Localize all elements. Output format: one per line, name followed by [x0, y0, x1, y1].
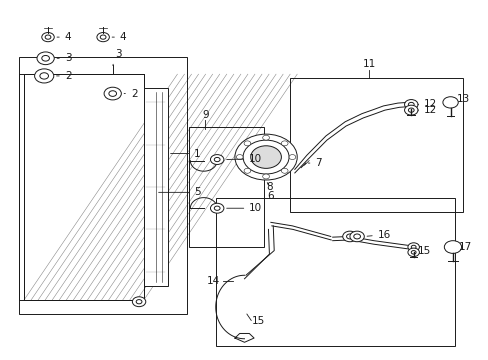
Text: 7: 7 — [307, 158, 322, 168]
Circle shape — [35, 69, 54, 83]
Circle shape — [288, 154, 295, 159]
Circle shape — [234, 134, 297, 180]
Circle shape — [243, 140, 288, 174]
Text: 2: 2 — [57, 71, 71, 81]
Circle shape — [442, 97, 457, 108]
Text: 6: 6 — [267, 183, 274, 201]
Circle shape — [214, 206, 220, 210]
Circle shape — [214, 157, 220, 162]
Bar — [24, 74, 143, 300]
Bar — [24, 74, 143, 300]
Text: 17: 17 — [458, 242, 471, 252]
Circle shape — [109, 91, 116, 96]
Circle shape — [236, 154, 243, 159]
Text: 10: 10 — [226, 154, 262, 164]
Circle shape — [100, 35, 106, 39]
Circle shape — [407, 108, 413, 112]
Bar — [143, 88, 167, 286]
Circle shape — [97, 32, 109, 42]
Circle shape — [407, 248, 419, 257]
Circle shape — [281, 141, 287, 146]
Circle shape — [342, 231, 356, 242]
Circle shape — [210, 203, 224, 213]
Circle shape — [262, 174, 269, 179]
Circle shape — [407, 243, 419, 251]
Circle shape — [262, 135, 269, 140]
Circle shape — [244, 168, 250, 173]
Circle shape — [353, 234, 360, 239]
Circle shape — [210, 154, 224, 165]
Text: 4: 4 — [112, 32, 126, 42]
Circle shape — [41, 55, 49, 61]
Text: 3: 3 — [57, 53, 71, 63]
Text: 1: 1 — [170, 149, 201, 158]
Circle shape — [132, 297, 145, 307]
Circle shape — [41, 32, 54, 42]
Bar — [289, 78, 462, 212]
Circle shape — [45, 35, 51, 39]
Circle shape — [250, 146, 281, 168]
Circle shape — [404, 100, 417, 109]
Text: 15: 15 — [417, 246, 430, 256]
Circle shape — [40, 73, 48, 79]
Circle shape — [346, 234, 352, 239]
Circle shape — [349, 231, 364, 242]
Circle shape — [281, 168, 287, 173]
Circle shape — [407, 102, 413, 107]
Circle shape — [404, 105, 417, 115]
Circle shape — [444, 241, 461, 253]
Text: 12: 12 — [417, 105, 437, 115]
Text: 2: 2 — [124, 89, 137, 99]
Text: 16: 16 — [366, 230, 390, 240]
Circle shape — [410, 245, 415, 249]
Text: 8: 8 — [265, 182, 272, 192]
Circle shape — [244, 141, 250, 146]
Circle shape — [104, 87, 121, 100]
Text: 10: 10 — [226, 203, 262, 213]
Bar — [215, 198, 454, 346]
Circle shape — [37, 52, 54, 65]
Text: 5: 5 — [158, 187, 201, 197]
Text: 15: 15 — [251, 316, 264, 326]
Text: 3: 3 — [112, 49, 122, 65]
Circle shape — [136, 300, 142, 304]
Text: 9: 9 — [202, 110, 208, 120]
Text: 4: 4 — [57, 32, 71, 42]
Text: 13: 13 — [455, 94, 468, 104]
Text: 14: 14 — [207, 275, 220, 285]
Bar — [189, 127, 263, 247]
Text: 11: 11 — [362, 59, 375, 69]
Bar — [19, 57, 186, 314]
Text: 12: 12 — [417, 99, 437, 109]
Circle shape — [410, 251, 415, 254]
